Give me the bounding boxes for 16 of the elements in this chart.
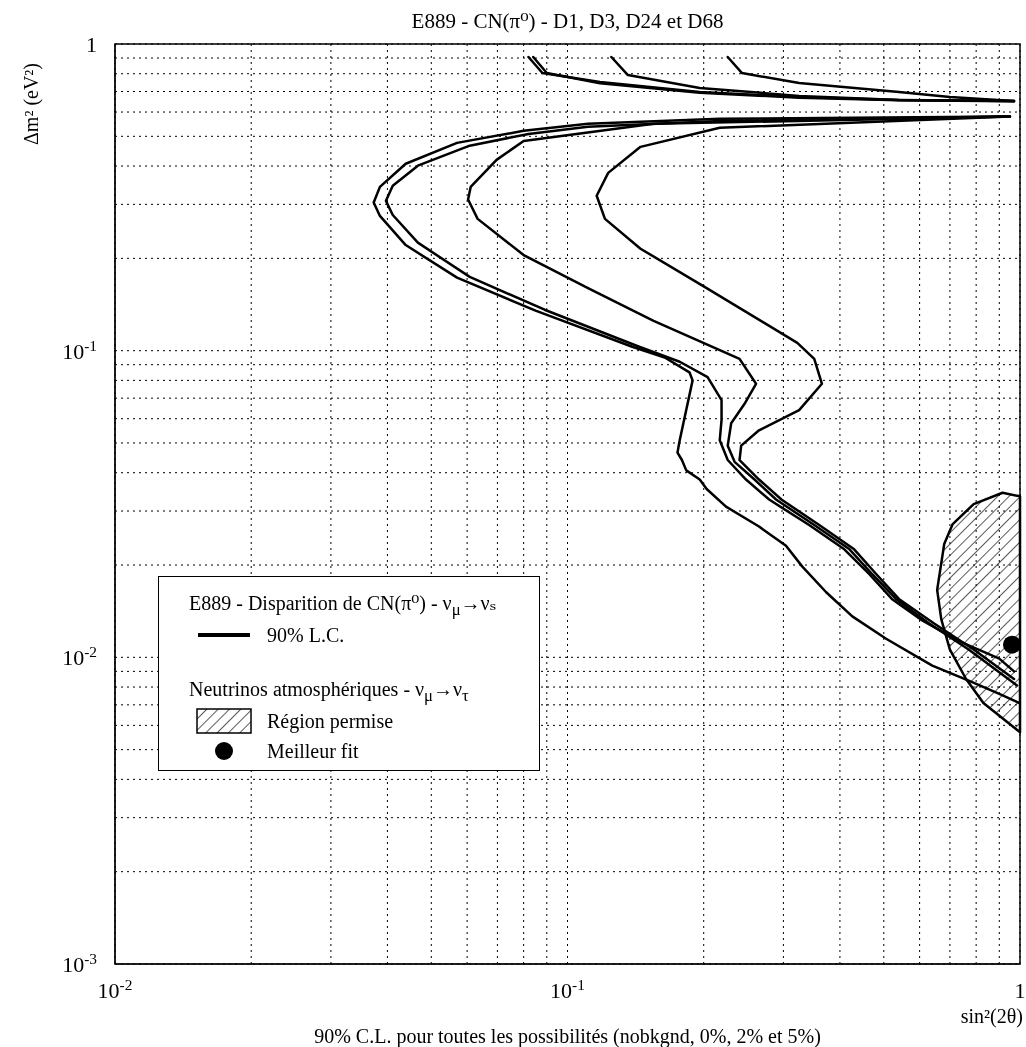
legend-label: Région permise (267, 709, 394, 733)
x-tick-label: 10$^{-1}$ (550, 975, 585, 1003)
chart-title: E889 - CN(π⁰) - D1, D3, D24 et D68 (411, 9, 724, 33)
y-tick-label: 1 (86, 32, 97, 57)
y-tick-label: 10$^{-3}$ (62, 949, 98, 977)
y-axis-title: Δm² (eV²) (20, 62, 43, 146)
text: 90% C.L. pour toutes les possibilités (nobkgnd, 0%, 2% et 5%) (314, 1025, 821, 1047)
annotation: Neutrinos atmosphériques - ν$_{μ}$→ν$_{τ}$ (189, 678, 470, 706)
legend-label: Meilleur fit (267, 739, 359, 763)
x-axis-title: sin²(2θ) (960, 1005, 1023, 1028)
y-tick-label: 10$^{-1}$ (62, 336, 97, 364)
x-tick-label: 1 (1014, 978, 1026, 1003)
y-tick-label: 10$^{-2}$ (62, 642, 97, 671)
x-tick-label: 10$^{-2}$ (97, 975, 133, 1003)
legend-title: E889 - Disparition de CN(π⁰) - ν$_{μ}$→νₛ (189, 591, 498, 620)
legend-label: 90% L.C. (267, 623, 345, 647)
